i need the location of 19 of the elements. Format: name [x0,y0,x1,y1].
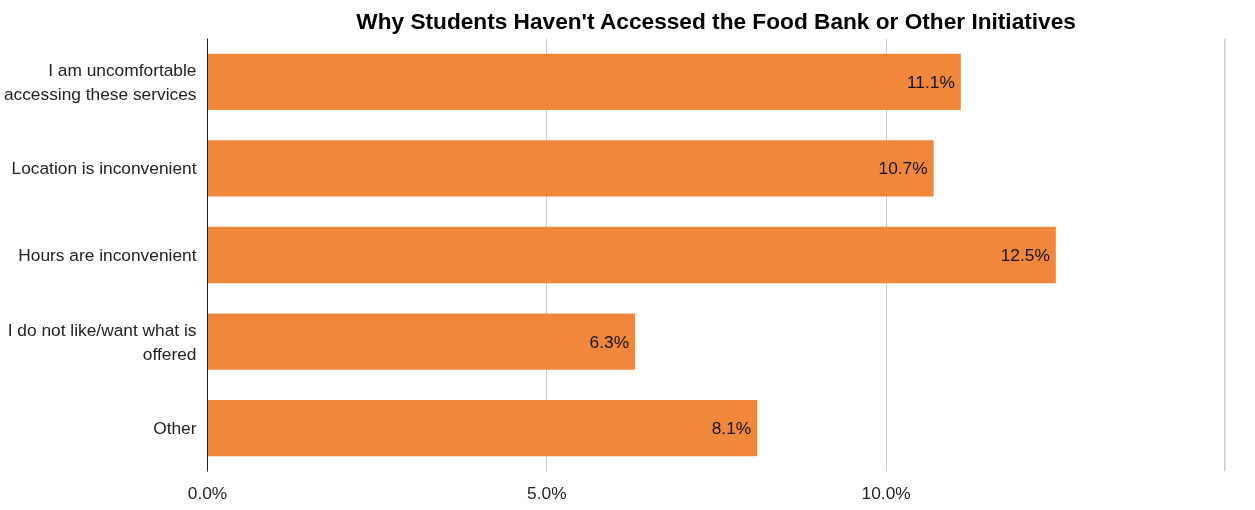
bar [207,140,934,197]
chart-title: Why Students Haven't Accessed the Food Bank or Other Initiatives [356,7,1076,34]
x-tick-label: 0.0% [187,482,228,503]
y-tick-label: I do not like/want what is offered [7,319,197,364]
y-tick-label: Location is inconvenient [11,158,197,179]
y-tick-label: I am uncomfortable accessing these services [3,59,197,104]
data-label: 10.7% [878,158,928,179]
data-label: 6.3% [589,331,630,352]
bar [207,400,758,457]
y-tick-label: Other [153,418,197,439]
x-tick-label: 5.0% [527,482,567,503]
bar [207,226,1056,284]
y-tick-label: Hours are inconvenient [18,245,197,265]
data-label: 11.1% [906,71,955,92]
bar [207,53,961,110]
data-label: 12.5% [1000,245,1050,265]
bar [207,313,636,370]
x-tick-label: 10.0% [861,482,911,503]
data-label: 8.1% [711,418,752,439]
